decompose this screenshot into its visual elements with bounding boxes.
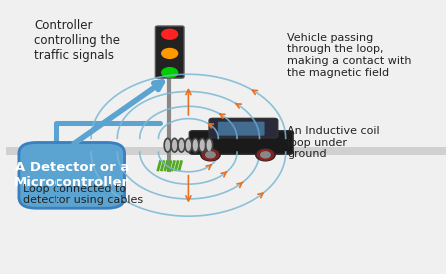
Ellipse shape (178, 138, 185, 152)
Ellipse shape (164, 138, 171, 152)
Ellipse shape (192, 138, 199, 152)
Circle shape (206, 152, 215, 158)
FancyBboxPatch shape (19, 142, 124, 208)
Ellipse shape (171, 138, 178, 152)
FancyBboxPatch shape (218, 122, 264, 136)
FancyBboxPatch shape (155, 26, 184, 78)
FancyBboxPatch shape (209, 118, 278, 138)
Text: Vehicle passing
through the loop,
making a contact with
the magnetic field: Vehicle passing through the loop, making… (288, 33, 412, 78)
FancyBboxPatch shape (189, 131, 293, 154)
Text: A Detector or a
Microcontroller: A Detector or a Microcontroller (14, 161, 129, 189)
Text: Controller
controlling the
traffic signals: Controller controlling the traffic signa… (34, 19, 120, 62)
Text: An Inductive coil
loop under
ground: An Inductive coil loop under ground (288, 126, 380, 159)
Ellipse shape (199, 138, 206, 152)
FancyBboxPatch shape (6, 147, 446, 155)
Circle shape (201, 149, 220, 161)
Circle shape (260, 152, 270, 158)
Ellipse shape (206, 138, 213, 152)
Circle shape (162, 29, 178, 39)
Circle shape (162, 68, 178, 78)
Circle shape (162, 48, 178, 58)
Ellipse shape (185, 138, 192, 152)
Text: Loop connected to
detector using cables: Loop connected to detector using cables (23, 184, 144, 205)
Circle shape (256, 149, 275, 161)
